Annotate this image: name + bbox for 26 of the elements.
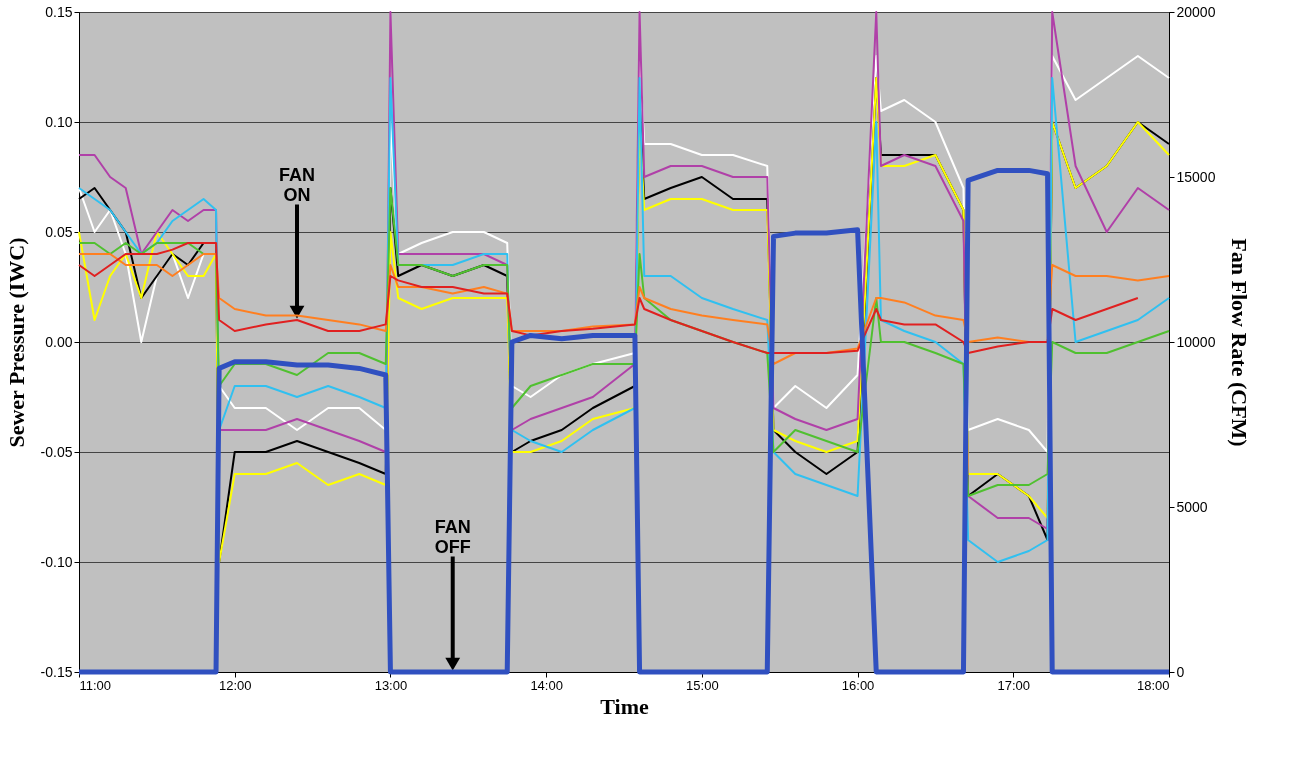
y2-tick-label: 5000	[1176, 498, 1208, 515]
x-tick-label: 14:00	[530, 677, 563, 693]
x-axis-title: Time	[600, 693, 649, 719]
y2-axis-title: Fan Flow Rate (CFM)	[1227, 238, 1253, 447]
y-tick-label: -0.15	[40, 663, 73, 680]
x-tick-label: 16:00	[841, 677, 875, 693]
y2-tick-label: 0	[1176, 663, 1185, 680]
x-tick-label: 12:00	[218, 677, 252, 693]
annotation: FAN ON	[279, 164, 315, 205]
x-tick-label: 18:00	[1136, 677, 1170, 693]
y-tick-label: 0.05	[45, 223, 73, 240]
y-axis-title: Sewer Pressure (IWC)	[3, 237, 29, 448]
y-tick-label: 0.10	[45, 113, 73, 130]
y2-tick-label: 10000	[1176, 333, 1216, 350]
x-tick-label: 11:00	[79, 677, 112, 693]
x-tick-label: 17:00	[997, 677, 1031, 693]
y2-tick-label: 20000	[1176, 3, 1216, 20]
x-tick-label: 15:00	[686, 677, 719, 693]
annotation: FAN OFF	[434, 516, 471, 557]
y2-tick-label: 15000	[1176, 168, 1216, 185]
y-tick-label: 0.00	[45, 333, 73, 350]
y-tick-label: -0.10	[40, 553, 73, 570]
line-series	[78, 242, 1139, 354]
y-tick-label: -0.05	[40, 443, 73, 460]
x-tick-label: 13:00	[374, 677, 408, 693]
y-tick-label: 0.15	[45, 3, 73, 20]
